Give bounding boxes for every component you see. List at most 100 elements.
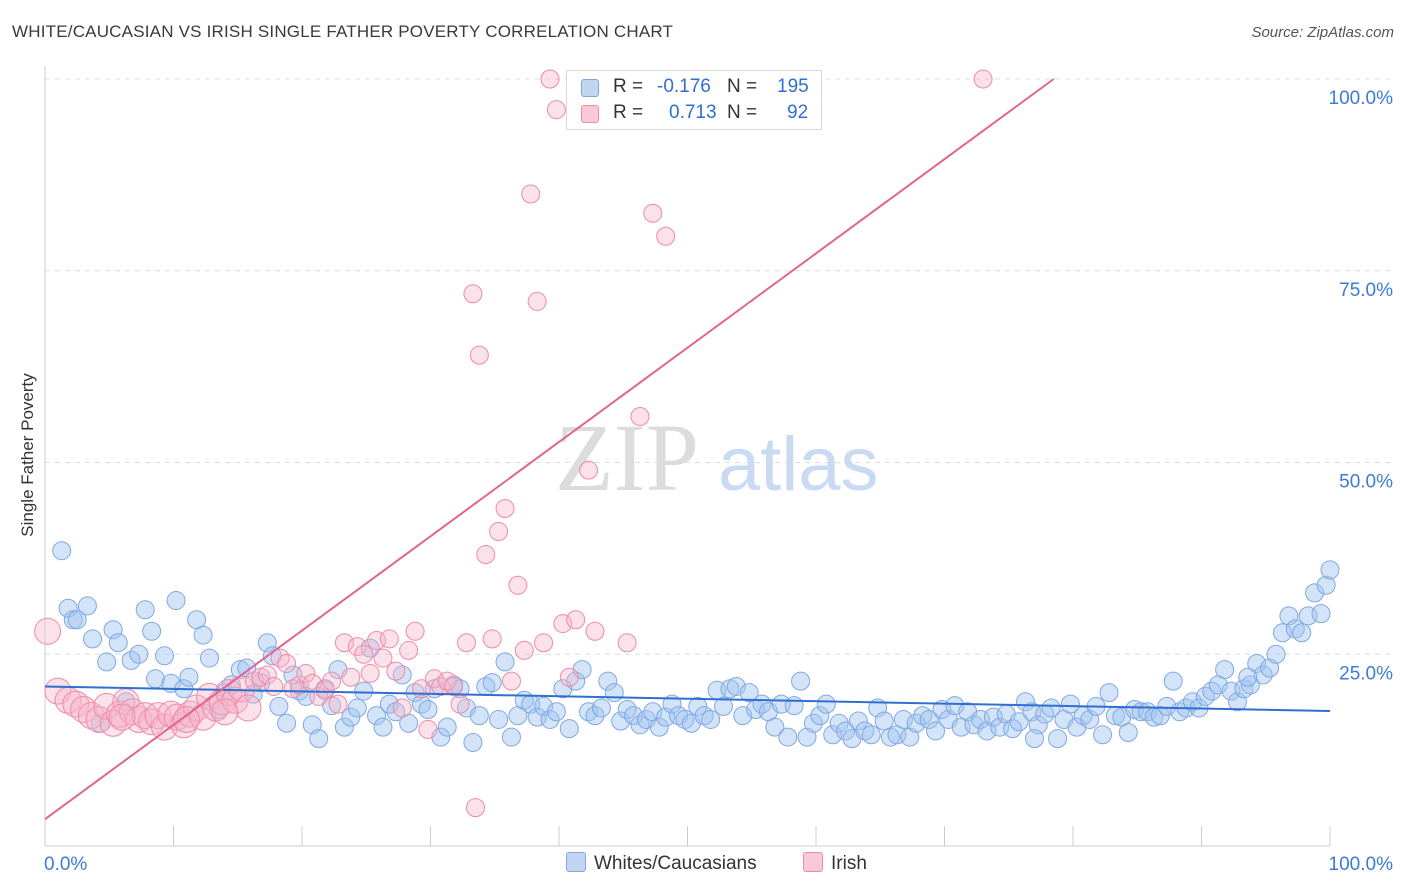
data-point bbox=[108, 703, 136, 731]
data-point bbox=[296, 663, 316, 683]
legend-r-label: R = bbox=[613, 76, 644, 97]
data-point bbox=[591, 698, 611, 718]
data-point bbox=[386, 661, 406, 681]
data-point bbox=[527, 291, 547, 311]
watermark-atlas: atlas bbox=[718, 422, 879, 507]
data-point bbox=[129, 644, 149, 664]
data-point bbox=[211, 698, 239, 726]
legend-n-value: 195 bbox=[777, 76, 809, 97]
x-tick-label: 0.0% bbox=[44, 854, 87, 875]
data-point bbox=[379, 629, 399, 649]
data-point bbox=[733, 706, 753, 726]
data-point bbox=[463, 732, 483, 752]
y-tick-label: 100.0% bbox=[1329, 88, 1394, 109]
data-point bbox=[155, 646, 175, 666]
data-point bbox=[264, 676, 284, 696]
source-label: Source: ZipAtlas.com bbox=[1251, 24, 1394, 41]
data-point bbox=[624, 706, 644, 726]
data-point bbox=[1195, 686, 1215, 706]
data-point bbox=[836, 721, 856, 741]
data-point bbox=[1163, 671, 1183, 691]
data-point bbox=[630, 715, 650, 735]
legend-r-value: 0.713 bbox=[669, 102, 717, 123]
gridlines bbox=[45, 78, 1392, 655]
data-point bbox=[598, 671, 618, 691]
data-point bbox=[199, 648, 219, 668]
data-point bbox=[540, 709, 560, 729]
data-point bbox=[546, 702, 566, 722]
data-point bbox=[1305, 583, 1325, 603]
legend-item-whites[interactable]: Whites/Caucasians bbox=[566, 852, 757, 875]
data-point bbox=[360, 663, 380, 683]
data-point bbox=[309, 729, 329, 749]
data-point bbox=[816, 694, 836, 714]
data-point bbox=[617, 633, 637, 653]
data-point bbox=[540, 69, 560, 89]
data-point bbox=[848, 711, 868, 731]
data-point bbox=[251, 673, 271, 693]
data-point bbox=[1272, 623, 1292, 643]
data-point bbox=[893, 709, 913, 729]
data-point bbox=[489, 522, 509, 542]
legend-swatch-irish bbox=[803, 852, 823, 872]
data-point bbox=[778, 727, 798, 747]
data-point bbox=[874, 711, 894, 731]
data-point bbox=[559, 667, 579, 687]
data-point bbox=[579, 460, 599, 480]
data-point bbox=[121, 650, 141, 670]
data-point bbox=[1009, 712, 1029, 732]
chart-title: WHITE/CAUCASIAN VS IRISH SINGLE FATHER P… bbox=[12, 22, 674, 41]
data-point bbox=[1099, 683, 1119, 703]
tick-labels: 25.0% 50.0% 75.0% 100.0% 0.0% 100.0% bbox=[44, 88, 1393, 875]
data-point bbox=[34, 617, 62, 645]
data-point bbox=[1247, 653, 1267, 673]
data-point bbox=[341, 707, 361, 727]
data-point bbox=[649, 717, 669, 737]
data-point bbox=[559, 719, 579, 739]
data-point bbox=[179, 667, 199, 687]
data-point bbox=[1260, 658, 1280, 678]
data-point bbox=[630, 406, 650, 426]
data-point bbox=[354, 681, 374, 701]
data-point bbox=[861, 725, 881, 745]
data-point bbox=[1157, 696, 1177, 716]
data-point bbox=[334, 717, 354, 737]
data-point bbox=[1311, 604, 1331, 624]
data-point bbox=[379, 694, 399, 714]
data-point bbox=[585, 706, 605, 726]
data-point bbox=[1048, 729, 1068, 749]
legend-swatch-whites bbox=[566, 852, 586, 872]
data-point bbox=[418, 699, 438, 719]
data-point bbox=[463, 284, 483, 304]
data-point bbox=[1240, 675, 1260, 695]
data-point bbox=[392, 698, 412, 718]
data-point bbox=[900, 727, 920, 747]
data-point bbox=[604, 683, 624, 703]
legend-item-irish[interactable]: Irish bbox=[803, 852, 867, 875]
data-point bbox=[234, 694, 262, 722]
data-point bbox=[334, 633, 354, 653]
data-point bbox=[465, 798, 485, 818]
data-point bbox=[269, 696, 289, 716]
data-point bbox=[83, 629, 103, 649]
data-point bbox=[373, 717, 393, 737]
data-point bbox=[405, 621, 425, 641]
data-point bbox=[412, 694, 432, 714]
data-point bbox=[444, 676, 464, 696]
data-point bbox=[553, 614, 573, 634]
x-tick-label: 100.0% bbox=[1329, 854, 1394, 875]
data-point bbox=[489, 709, 509, 729]
data-point bbox=[341, 667, 361, 687]
data-point bbox=[482, 673, 502, 693]
legend-swatch-whites bbox=[581, 79, 599, 97]
data-point bbox=[1060, 694, 1080, 714]
data-point bbox=[688, 696, 708, 716]
data-point bbox=[193, 625, 213, 645]
data-point bbox=[521, 184, 541, 204]
data-point bbox=[315, 680, 335, 700]
data-point bbox=[437, 717, 457, 737]
data-point bbox=[476, 545, 496, 565]
trend-line-irish bbox=[44, 78, 1055, 820]
data-point bbox=[347, 698, 367, 718]
